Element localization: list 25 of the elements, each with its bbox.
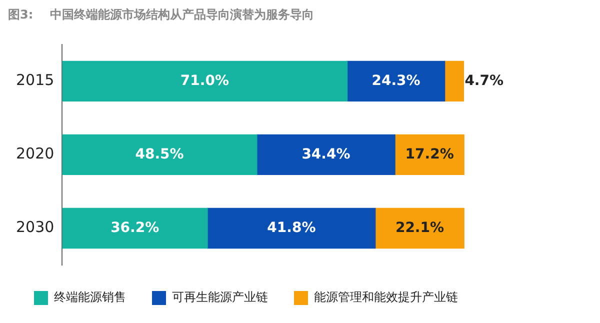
- data-label: 41.8%: [267, 220, 316, 236]
- bar: [207, 208, 376, 249]
- bar: [444, 60, 464, 102]
- legend-label: 可再生能源产业链: [172, 290, 268, 304]
- bar: [256, 134, 396, 176]
- data-label: 24.3%: [372, 72, 420, 89]
- bar: [62, 60, 348, 102]
- chart-title: 图3: 中国终端能源市场结构从产品导向演替为服务导向: [8, 7, 314, 22]
- bar: [62, 208, 208, 249]
- data-label: 4.7%: [464, 72, 504, 89]
- bar: [62, 134, 258, 176]
- data-label: 71.0%: [180, 72, 230, 89]
- y-tick-label: 2030: [16, 218, 54, 236]
- bar: [394, 134, 464, 176]
- legend-label: 能源管理和能效提升产业链: [314, 290, 458, 304]
- data-label: 22.1%: [395, 220, 444, 236]
- legend-label: 终端能源销售: [54, 290, 126, 304]
- data-label: 36.2%: [110, 220, 160, 236]
- bar: [346, 60, 446, 102]
- data-label: 34.4%: [302, 146, 350, 162]
- data-label: 17.2%: [405, 146, 454, 162]
- data-label: 48.5%: [135, 146, 184, 162]
- bar: [375, 208, 464, 249]
- y-tick-label: 2015: [16, 71, 54, 90]
- y-tick-label: 2020: [16, 144, 54, 163]
